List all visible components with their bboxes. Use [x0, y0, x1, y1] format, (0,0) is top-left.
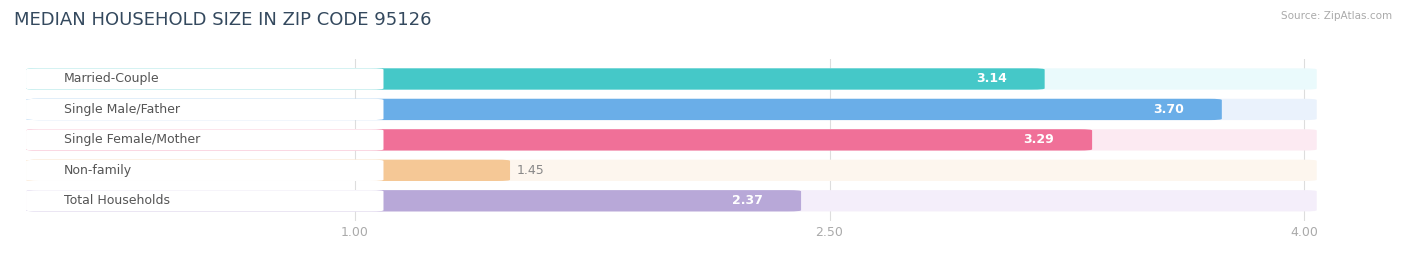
FancyBboxPatch shape — [27, 129, 384, 151]
Text: 3.14: 3.14 — [976, 72, 1007, 86]
FancyBboxPatch shape — [27, 68, 1045, 90]
Text: Source: ZipAtlas.com: Source: ZipAtlas.com — [1281, 11, 1392, 21]
FancyBboxPatch shape — [27, 190, 801, 211]
FancyBboxPatch shape — [27, 129, 1317, 151]
Text: 3.29: 3.29 — [1024, 133, 1054, 146]
FancyBboxPatch shape — [27, 99, 384, 120]
Text: 1.45: 1.45 — [516, 164, 544, 177]
Text: 2.37: 2.37 — [733, 194, 763, 207]
Text: Non-family: Non-family — [65, 164, 132, 177]
FancyBboxPatch shape — [27, 190, 384, 211]
Text: Total Households: Total Households — [65, 194, 170, 207]
FancyBboxPatch shape — [27, 160, 1317, 181]
FancyBboxPatch shape — [27, 190, 1317, 211]
Text: Married-Couple: Married-Couple — [65, 72, 160, 86]
FancyBboxPatch shape — [27, 68, 384, 90]
Text: 3.70: 3.70 — [1153, 103, 1184, 116]
FancyBboxPatch shape — [27, 68, 1317, 90]
FancyBboxPatch shape — [27, 99, 1317, 120]
FancyBboxPatch shape — [27, 160, 510, 181]
FancyBboxPatch shape — [27, 160, 384, 181]
Text: MEDIAN HOUSEHOLD SIZE IN ZIP CODE 95126: MEDIAN HOUSEHOLD SIZE IN ZIP CODE 95126 — [14, 11, 432, 29]
Text: Single Female/Mother: Single Female/Mother — [65, 133, 200, 146]
FancyBboxPatch shape — [27, 129, 1092, 151]
FancyBboxPatch shape — [27, 99, 1222, 120]
Text: Single Male/Father: Single Male/Father — [65, 103, 180, 116]
